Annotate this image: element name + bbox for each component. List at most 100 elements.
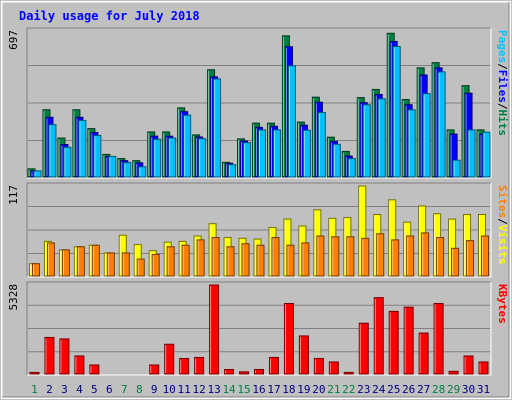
bar-hits-pages-day-20 bbox=[317, 111, 326, 178]
day-label-19: 19 bbox=[297, 383, 310, 396]
bar-hits-pages-day-9 bbox=[153, 138, 162, 178]
bar-hits-pages-day-1 bbox=[33, 170, 42, 178]
bar-hits-pages-day-19 bbox=[302, 129, 311, 178]
bar-visits-sites-day-16 bbox=[256, 244, 265, 277]
day-label-7: 7 bbox=[121, 383, 128, 396]
bar-visits-sites-day-26 bbox=[406, 235, 415, 277]
chart-title: Daily usage for July 2018 bbox=[19, 9, 200, 23]
chart-background-edge-hi bbox=[1, 1, 509, 397]
panel-visits-plot-edge-lo bbox=[27, 183, 492, 278]
bar-visits-sites-day-6 bbox=[106, 252, 115, 277]
bar-hits-pages-day-13 bbox=[213, 78, 222, 178]
bar-visits-sites-day-29 bbox=[451, 247, 460, 277]
bar-hits-pages-day-26 bbox=[407, 109, 416, 178]
bar-visits-sites-day-7 bbox=[121, 252, 130, 277]
bar-visits-sites-day-23 bbox=[361, 237, 370, 277]
bar-hits-pages-day-12 bbox=[198, 138, 207, 178]
axis-label-separator: / bbox=[496, 63, 509, 70]
bar-kbytes-kbytes-day-9 bbox=[149, 364, 160, 375]
bar-visits-sites-day-9 bbox=[151, 253, 160, 277]
day-label-5: 5 bbox=[91, 383, 98, 396]
bar-hits-pages-day-5 bbox=[93, 135, 102, 178]
bar-kbytes-kbytes-day-22 bbox=[343, 371, 354, 375]
bar-kbytes-kbytes-day-28 bbox=[433, 303, 444, 375]
bar-kbytes-kbytes-day-18 bbox=[283, 303, 294, 375]
day-label-24: 24 bbox=[372, 383, 386, 396]
bar-hits-pages-day-29 bbox=[452, 159, 461, 178]
bar-visits-sites-day-21 bbox=[331, 236, 340, 277]
bar-visits-sites-day-14 bbox=[226, 246, 235, 277]
bar-hits-pages-day-8 bbox=[138, 166, 147, 178]
day-label-14: 14 bbox=[222, 383, 236, 396]
day-label-9: 9 bbox=[151, 383, 158, 396]
bar-hits-pages-day-4 bbox=[78, 119, 87, 178]
bar-hits-pages-day-28 bbox=[437, 71, 446, 178]
panel-visits-max-label: 117 bbox=[7, 185, 20, 205]
bar-hits-pages-day-30 bbox=[467, 129, 476, 178]
bar-visits-sites-day-15 bbox=[241, 243, 250, 277]
panel-kbytes-max-label: 5328 bbox=[7, 284, 20, 311]
bar-visits-sites-day-31 bbox=[481, 235, 490, 277]
day-label-13: 13 bbox=[207, 383, 220, 396]
bar-kbytes-kbytes-day-21 bbox=[328, 361, 339, 375]
bar-kbytes-kbytes-day-3 bbox=[59, 338, 70, 375]
bar-visits-sites-day-24 bbox=[376, 233, 385, 277]
day-label-27: 27 bbox=[417, 383, 430, 396]
day-label-17: 17 bbox=[267, 383, 280, 396]
bar-kbytes-kbytes-day-11 bbox=[179, 357, 190, 375]
day-label-20: 20 bbox=[312, 383, 325, 396]
day-label-30: 30 bbox=[462, 383, 475, 396]
day-label-26: 26 bbox=[402, 383, 415, 396]
bar-visits-sites-day-25 bbox=[391, 239, 400, 277]
day-label-25: 25 bbox=[387, 383, 400, 396]
panel-kbytes-axis-label: KBytes bbox=[496, 284, 509, 324]
bar-visits-sites-day-1 bbox=[31, 263, 40, 277]
bar-kbytes-kbytes-day-4 bbox=[74, 355, 85, 375]
day-label-16: 16 bbox=[252, 383, 265, 396]
day-label-21: 21 bbox=[327, 383, 340, 396]
bar-kbytes-kbytes-day-14 bbox=[224, 368, 235, 375]
day-label-2: 2 bbox=[46, 383, 53, 396]
bar-kbytes-kbytes-day-20 bbox=[313, 357, 324, 375]
bar-kbytes-kbytes-day-10 bbox=[164, 343, 175, 375]
chart-background-edge-lo bbox=[2, 2, 510, 398]
day-label-31: 31 bbox=[477, 383, 490, 396]
day-label-15: 15 bbox=[237, 383, 250, 396]
day-label-3: 3 bbox=[61, 383, 68, 396]
bar-visits-sites-day-2 bbox=[46, 242, 55, 277]
bar-hits-pages-day-17 bbox=[272, 129, 281, 178]
bar-hits-pages-day-31 bbox=[482, 131, 491, 178]
bar-visits-sites-day-30 bbox=[466, 240, 475, 277]
day-label-23: 23 bbox=[357, 383, 370, 396]
panel-hits-axis-label: Pages/Files/Hits bbox=[496, 30, 509, 136]
day-label-6: 6 bbox=[106, 383, 113, 396]
bar-hits-pages-day-11 bbox=[183, 114, 192, 178]
bar-visits-sites-day-10 bbox=[166, 246, 175, 277]
bar-kbytes-kbytes-day-5 bbox=[89, 364, 100, 375]
bar-visits-sites-day-22 bbox=[346, 236, 355, 277]
panel-hits-plot-edge-hi bbox=[26, 27, 491, 178]
day-label-12: 12 bbox=[193, 383, 206, 396]
panel-visits-axis-label: Sites/Visits bbox=[496, 185, 509, 265]
panel-hits-max-label: 697 bbox=[7, 30, 20, 50]
axis-label-part-files: Files bbox=[496, 70, 509, 103]
panel-kbytes-plot-edge-hi bbox=[26, 281, 491, 375]
axis-label-separator: / bbox=[496, 218, 509, 225]
bar-kbytes-kbytes-day-15 bbox=[239, 371, 250, 375]
bar-hits-pages-day-24 bbox=[377, 98, 386, 178]
bar-kbytes-kbytes-day-25 bbox=[388, 310, 399, 375]
day-label-1: 1 bbox=[31, 383, 38, 396]
bar-visits-sites-day-13 bbox=[211, 237, 220, 277]
bar-hits-pages-day-23 bbox=[362, 104, 371, 178]
bar-kbytes-kbytes-day-19 bbox=[298, 335, 309, 375]
bar-hits-pages-day-22 bbox=[347, 158, 356, 178]
bar-kbytes-kbytes-day-16 bbox=[254, 368, 264, 375]
bar-kbytes-kbytes-day-30 bbox=[463, 355, 474, 375]
bar-hits-pages-day-25 bbox=[392, 46, 401, 178]
day-label-10: 10 bbox=[163, 383, 176, 396]
axis-label-part-hits: Hits bbox=[496, 110, 509, 137]
bar-visits-sites-day-27 bbox=[421, 232, 430, 277]
bar-visits-sites-day-4 bbox=[76, 246, 85, 277]
bar-hits-pages-day-16 bbox=[258, 129, 266, 178]
bar-kbytes-kbytes-day-31 bbox=[478, 361, 489, 375]
